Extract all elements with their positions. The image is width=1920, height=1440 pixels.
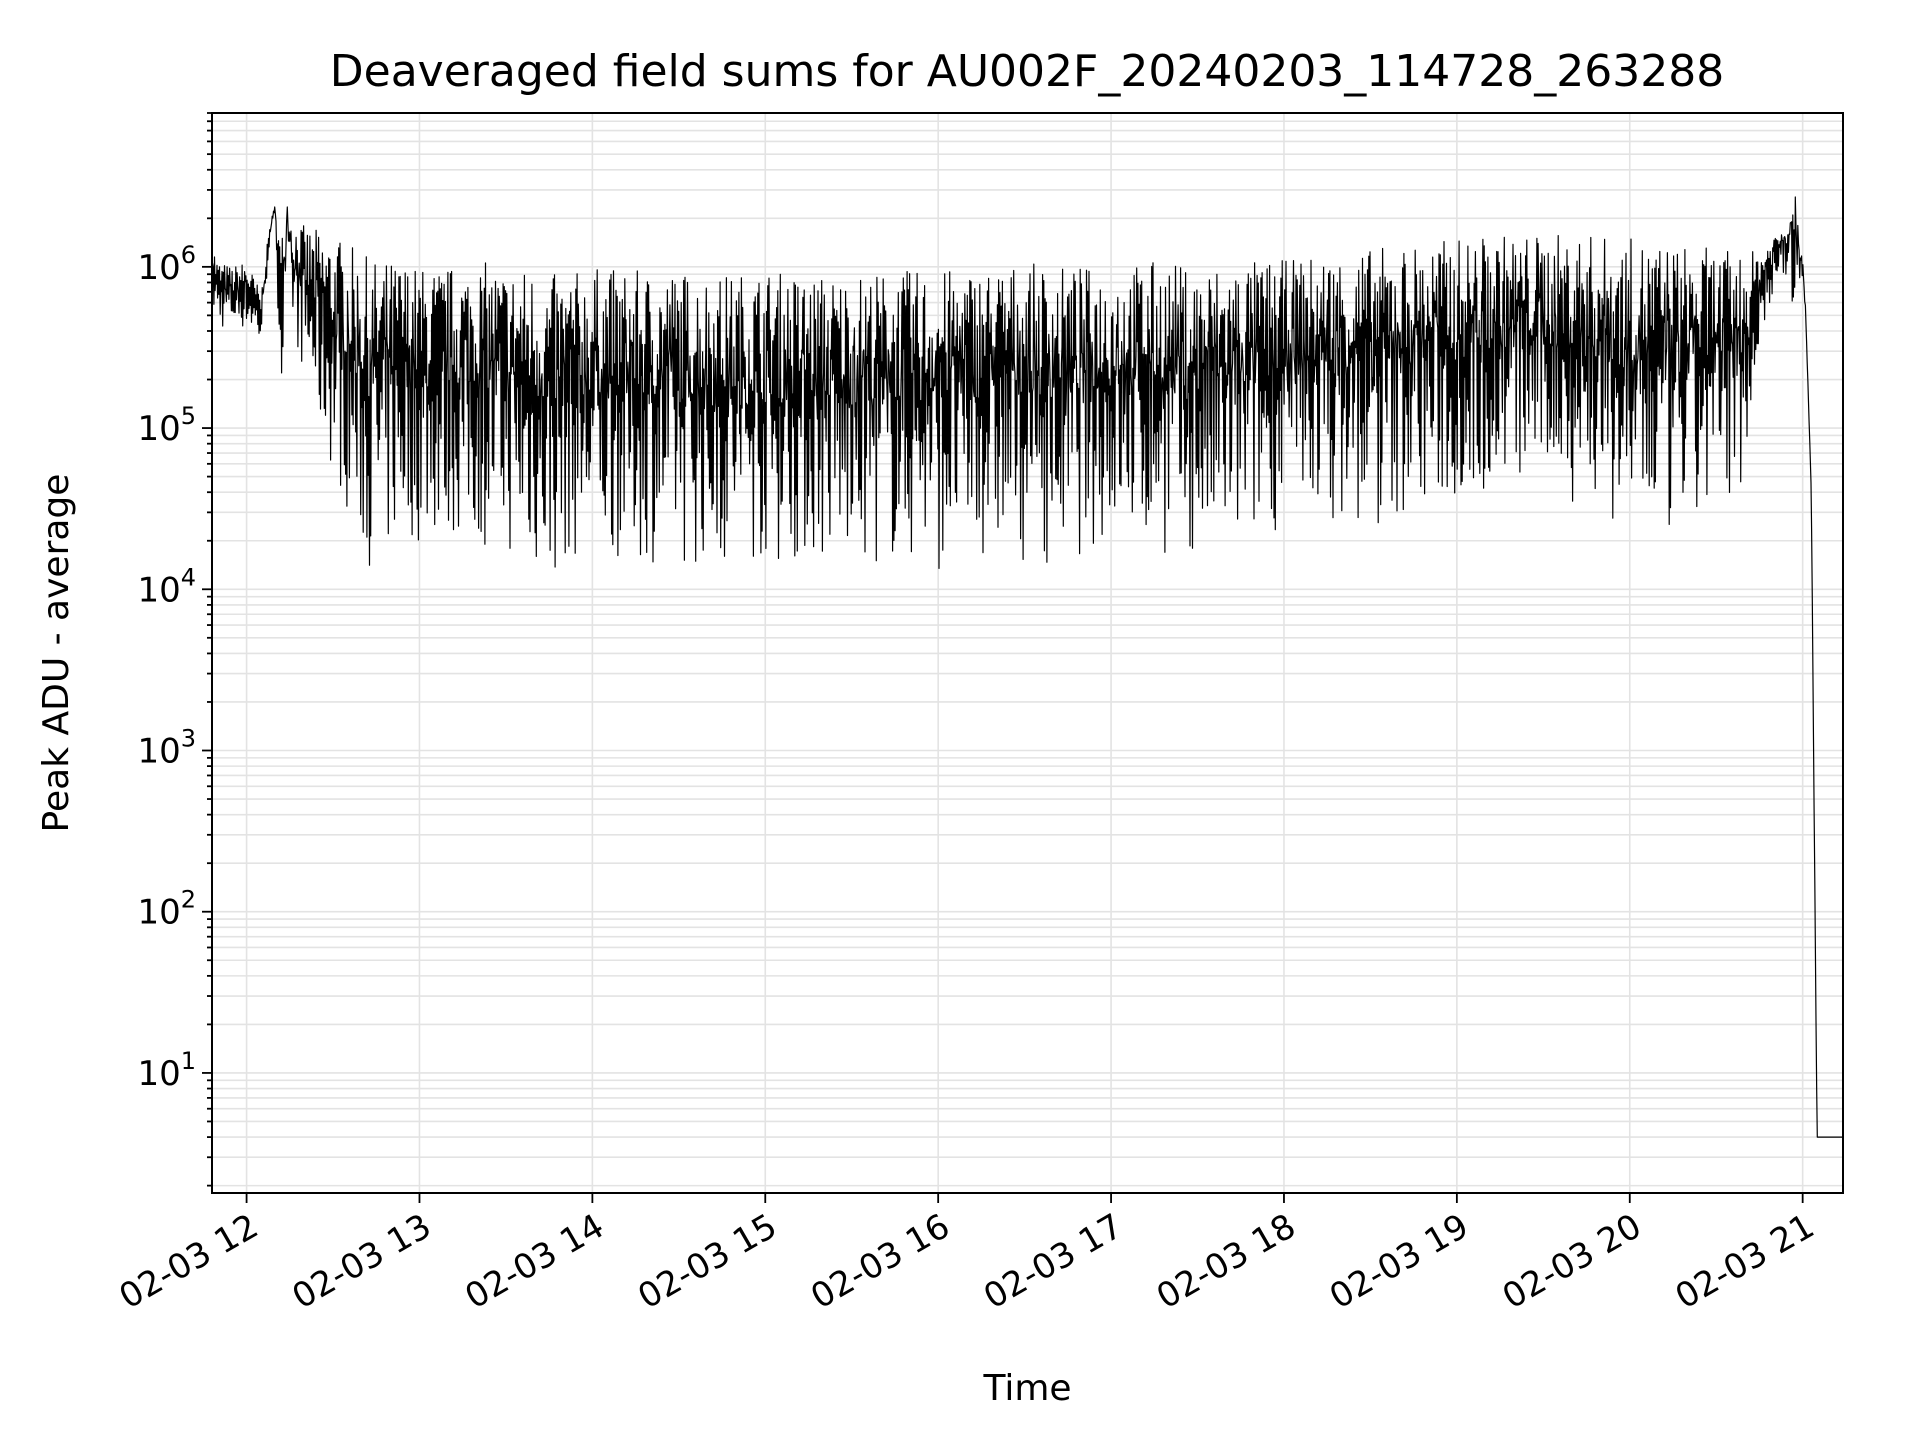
grid-lines xyxy=(212,113,1843,1193)
y-tick-label: 104 xyxy=(137,563,196,610)
y-tick-label: 103 xyxy=(137,724,196,771)
x-tick-label: 02-03 19 xyxy=(1323,1206,1475,1317)
x-axis-label: Time xyxy=(982,1368,1071,1409)
x-tick-label: 02-03 15 xyxy=(631,1206,783,1317)
x-tick-label: 02-03 12 xyxy=(113,1206,265,1317)
x-tick-label: 02-03 16 xyxy=(804,1206,956,1317)
y-tick-labels: 101 102 103 104 105 106 xyxy=(137,241,196,1094)
y-tick-label: 106 xyxy=(137,241,196,288)
x-tick-label: 02-03 14 xyxy=(458,1206,610,1317)
y-tick-label: 105 xyxy=(137,402,196,449)
chart-title: Deaveraged field sums for AU002F_2024020… xyxy=(330,46,1724,97)
x-tick-label: 02-03 17 xyxy=(977,1206,1129,1317)
x-tick-label: 02-03 13 xyxy=(286,1206,438,1317)
x-tick-labels: 02-03 12 02-03 13 02-03 14 02-03 15 02-03 16… xyxy=(113,1206,1821,1317)
x-tick-label: 02-03 18 xyxy=(1150,1206,1302,1317)
axis-ticks xyxy=(202,113,1803,1203)
y-axis-label: Peak ADU - average xyxy=(36,474,77,833)
y-tick-label: 102 xyxy=(137,886,196,933)
x-tick-label: 02-03 21 xyxy=(1669,1206,1821,1317)
x-tick-label: 02-03 20 xyxy=(1496,1206,1648,1317)
y-tick-label: 101 xyxy=(137,1047,196,1094)
